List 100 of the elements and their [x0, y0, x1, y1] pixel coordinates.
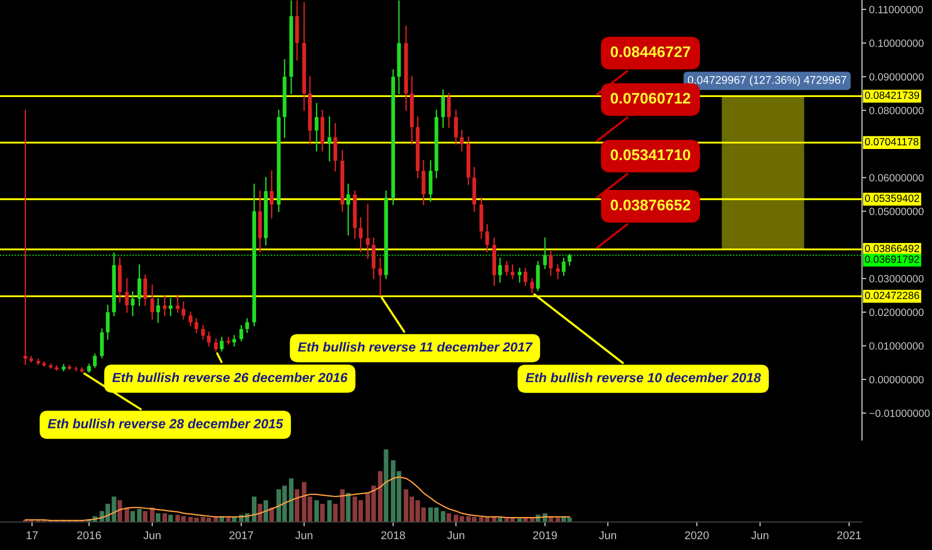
candlestick	[100, 328, 104, 358]
bar	[314, 500, 319, 522]
x-tick-label: Jun	[295, 531, 312, 540]
candlestick	[214, 338, 218, 352]
candlestick	[239, 325, 244, 342]
candlestick	[245, 318, 249, 333]
bar	[556, 518, 560, 522]
annotation: 0.05341710	[610, 149, 690, 160]
candlestick	[530, 278, 534, 294]
ref-line-label: 0.08421739	[864, 92, 920, 99]
ref-line-label: 0.02472286	[864, 292, 920, 300]
band-label: 0.04729967 (127.36%) 4729967	[688, 76, 846, 86]
candlestick	[498, 258, 502, 283]
bar	[440, 511, 446, 522]
ref-line-label: 0.07041178	[864, 138, 918, 146]
ref-line-label: 0.05359402	[864, 194, 920, 202]
candlestick	[143, 274, 148, 306]
candlestick	[48, 363, 53, 369]
candlestick	[510, 264, 514, 280]
x-tick-label: Jun	[447, 531, 464, 540]
bar	[384, 449, 388, 522]
annotation: Eth bullish reverse 26 december 2016	[112, 372, 348, 382]
bar	[142, 511, 148, 522]
annotation: 0.07060712	[610, 92, 690, 104]
candlestick	[485, 224, 490, 252]
x-tick-label: 2020	[685, 531, 709, 540]
candlestick	[441, 90, 445, 128]
bar	[288, 478, 294, 522]
candlestick	[562, 258, 566, 276]
candlestick	[422, 160, 426, 206]
candlestick	[346, 184, 350, 236]
annotation: Eth bullish reverse 10 december 2018	[526, 372, 761, 382]
bar	[446, 513, 452, 522]
bar	[130, 511, 135, 522]
bar	[258, 504, 262, 522]
y-tick-label: 0.01000000	[869, 342, 924, 350]
candlestick	[460, 130, 464, 152]
candlestick	[150, 284, 154, 320]
candlestick	[314, 102, 318, 152]
candlestick	[130, 291, 135, 316]
candlestick	[568, 254, 572, 266]
candlestick	[428, 160, 432, 202]
bar	[340, 489, 345, 522]
annotation: Eth bullish reverse 28 december 2015	[48, 418, 284, 428]
candlestick	[125, 278, 129, 313]
bar	[137, 508, 142, 522]
ref-line-label: 0.03691792	[864, 256, 920, 263]
y-tick-label: 0.06000000	[869, 174, 924, 182]
candlestick	[176, 294, 180, 313]
bar	[378, 471, 383, 522]
y-tick-label: 0.11000000	[869, 6, 923, 14]
candlestick	[366, 204, 370, 259]
x-tick-label: Jun	[143, 531, 160, 540]
candlestick	[548, 250, 553, 276]
bar	[162, 513, 168, 522]
candlestick	[333, 123, 338, 172]
candlestick	[504, 261, 509, 276]
bar	[118, 500, 122, 522]
y-tick-label: 0.02000000	[869, 308, 924, 316]
candlestick	[206, 332, 211, 346]
bar	[327, 500, 332, 522]
candlestick	[188, 312, 192, 326]
candlestick	[156, 298, 160, 323]
bar	[156, 513, 160, 522]
candlestick	[232, 335, 236, 346]
candlestick	[168, 298, 172, 316]
candlestick	[524, 268, 528, 286]
annotation: 0.08446727	[610, 46, 690, 58]
bar	[294, 489, 300, 522]
candlestick	[92, 354, 97, 368]
candlestick	[62, 364, 66, 372]
candlestick	[543, 238, 547, 270]
candlestick	[372, 238, 376, 280]
ref-line-label: 0.03866492	[864, 244, 920, 252]
annotation: 0.03876652	[610, 200, 690, 210]
bar	[252, 496, 256, 522]
x-tick-label: 2021	[837, 531, 861, 540]
candlestick	[137, 264, 142, 306]
x-tick-label: 17	[26, 531, 38, 540]
y-tick-label: 0.03000000	[869, 275, 924, 282]
candlestick	[182, 301, 186, 320]
candlestick	[447, 92, 451, 128]
candlestick	[536, 261, 540, 291]
x-tick-label: 2019	[533, 531, 557, 540]
y-tick-label: 0.08000000	[869, 106, 924, 114]
x-tick-label: 2016	[77, 531, 101, 540]
candlestick	[358, 217, 363, 252]
candlestick	[106, 304, 110, 340]
bar	[168, 514, 173, 522]
bar	[264, 500, 268, 522]
y-tick-label: 0.10000000	[869, 40, 924, 47]
candlestick	[36, 358, 40, 365]
candlestick	[518, 268, 522, 283]
annotation: Eth bullish reverse 11 december 2017	[298, 342, 533, 352]
y-tick-label: −0.01000000	[869, 410, 930, 417]
bar	[333, 504, 338, 522]
candlestick	[162, 294, 167, 316]
bar	[226, 518, 231, 522]
candlestick	[556, 264, 560, 280]
candlestick	[270, 170, 274, 219]
